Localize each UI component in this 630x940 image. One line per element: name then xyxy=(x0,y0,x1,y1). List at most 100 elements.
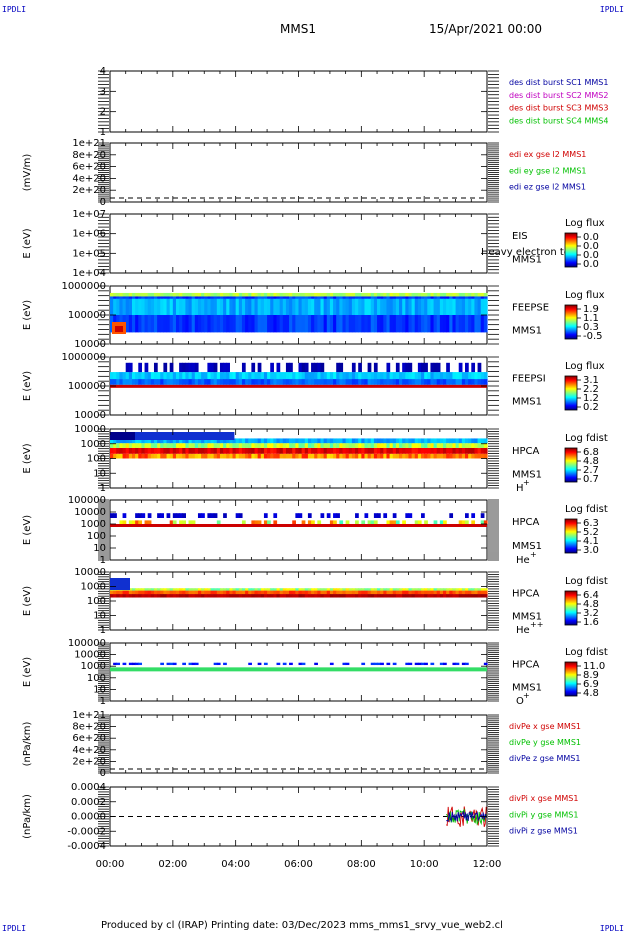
spectrogram-cell xyxy=(119,453,124,459)
spectrogram-cell xyxy=(446,594,450,598)
spectrogram-cell xyxy=(458,298,463,315)
spectrogram-cell xyxy=(373,590,378,595)
spectrogram-cell xyxy=(361,372,366,380)
spectrogram-cell xyxy=(235,298,240,315)
y-tick-label: 100000 xyxy=(68,381,106,392)
spectrogram-cell xyxy=(414,379,419,385)
legend-entry: edi ez gse l2 MMS1 xyxy=(509,183,586,192)
spectrogram-cell xyxy=(219,292,224,297)
y-tick-label: 0 xyxy=(100,768,106,779)
spectrogram-cell xyxy=(307,443,312,448)
spectrogram-cell xyxy=(329,443,334,448)
spectrogram-cell xyxy=(141,588,146,591)
spectrogram-cell xyxy=(323,447,328,454)
spectrogram-cell xyxy=(270,588,274,591)
spectrogram-cell xyxy=(207,590,212,595)
spectrogram-cell xyxy=(314,662,318,666)
spectrogram-cell xyxy=(241,447,246,454)
spectrogram-cell xyxy=(270,438,274,444)
spectrogram-cell xyxy=(417,298,422,315)
spectrogram-cell xyxy=(417,520,422,524)
spectrogram-cell xyxy=(292,379,296,385)
spectrogram-cell xyxy=(257,447,262,454)
spectrogram-cell xyxy=(188,372,193,380)
spectrogram-cell xyxy=(172,590,177,595)
spectrogram-cell xyxy=(207,513,212,518)
spectrogram-cell xyxy=(471,298,476,315)
y-tick-label: 1000 xyxy=(81,519,106,530)
spectrogram-cell xyxy=(191,588,196,591)
spectrogram-cell xyxy=(248,453,252,459)
spectrogram-cell xyxy=(273,453,278,459)
spectrogram-cell xyxy=(430,447,435,454)
spectrogram-cell xyxy=(355,438,359,444)
spectrogram-cell xyxy=(235,447,240,454)
x-tick-label: 00:00 xyxy=(96,859,125,870)
spectrogram-cell xyxy=(421,588,425,591)
spectrogram-cell xyxy=(238,453,243,459)
spectrogram-cell xyxy=(285,588,290,591)
spectrogram-cell xyxy=(342,662,347,666)
spectrogram-cell xyxy=(263,438,268,444)
spectrogram-cell xyxy=(135,379,139,385)
colorbar-title: Log fdist xyxy=(565,647,608,658)
spectrogram-cell xyxy=(263,520,268,524)
spectrogram-cell xyxy=(110,594,114,598)
spectrogram-cell xyxy=(216,520,221,524)
spectrogram-cell xyxy=(364,372,369,380)
spectrogram-cell xyxy=(257,298,262,315)
spectrogram-cell xyxy=(351,438,356,444)
spectrogram-cell xyxy=(443,447,447,454)
spectrogram-cell xyxy=(417,438,422,444)
spectrogram-cell xyxy=(276,594,281,598)
colorbar xyxy=(564,661,578,697)
panel-frame xyxy=(109,571,488,631)
spectrogram-cell xyxy=(311,520,315,524)
spectrogram-cell xyxy=(241,292,246,297)
spectrogram-cell xyxy=(163,594,168,598)
panel-frame xyxy=(109,786,488,847)
spectrogram-cell xyxy=(468,438,472,444)
spectrogram-cell xyxy=(392,453,397,459)
spectrogram-cell xyxy=(380,594,384,598)
spectrogram-cell xyxy=(373,372,378,380)
legend-entry: divPe x gse MMS1 xyxy=(509,722,581,731)
spectrogram-cell xyxy=(427,443,432,448)
spectrogram-cell xyxy=(160,447,165,454)
spectrogram-cell xyxy=(141,453,146,459)
spectrogram-cell xyxy=(182,513,186,518)
spectrogram-cell xyxy=(238,590,243,595)
spectrogram-cell xyxy=(163,443,168,448)
spectrogram-cell xyxy=(204,453,208,459)
spectrogram-cell xyxy=(128,453,133,459)
spectrogram-cell xyxy=(204,379,208,385)
spectrogram-cell xyxy=(191,447,196,454)
spectrogram-cell xyxy=(273,438,278,444)
spectrogram-cell xyxy=(238,372,243,380)
y-tick-label: 4e+20 xyxy=(72,173,106,184)
spectrogram-cell xyxy=(119,292,124,297)
spectrogram-cell xyxy=(194,590,199,595)
spectrogram-cell xyxy=(304,372,309,380)
spectrogram-cell xyxy=(110,298,114,315)
spectrogram-cell xyxy=(339,520,344,524)
spectrogram-cell xyxy=(254,520,259,524)
spectrogram-cell xyxy=(474,453,479,459)
spectrogram-cell xyxy=(320,438,325,444)
spectrogram-cell xyxy=(314,379,318,385)
spectrogram-cell xyxy=(317,298,322,315)
corner-label-top-left: IPDLI xyxy=(2,5,27,14)
spectrogram-cell xyxy=(254,453,259,459)
spectrogram-cell xyxy=(402,362,406,373)
spectrogram-cell xyxy=(194,453,199,459)
spectrogram-cell xyxy=(380,447,384,454)
spectrogram-cell xyxy=(427,379,432,385)
spectrogram-cell xyxy=(411,594,416,598)
spectrogram-cell xyxy=(122,298,127,315)
spectrogram-cell xyxy=(458,292,463,297)
spectrogram-cell xyxy=(172,443,177,448)
spectrogram-cell xyxy=(279,453,284,459)
spectrogram-cell xyxy=(298,292,303,297)
spectrogram-cell xyxy=(232,443,237,448)
